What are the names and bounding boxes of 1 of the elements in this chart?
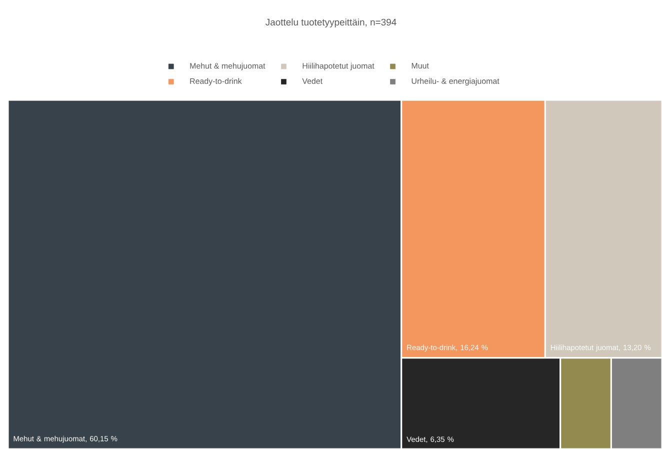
text: Jaottelu tuotetyypeittäin, n=394 [266,18,396,28]
